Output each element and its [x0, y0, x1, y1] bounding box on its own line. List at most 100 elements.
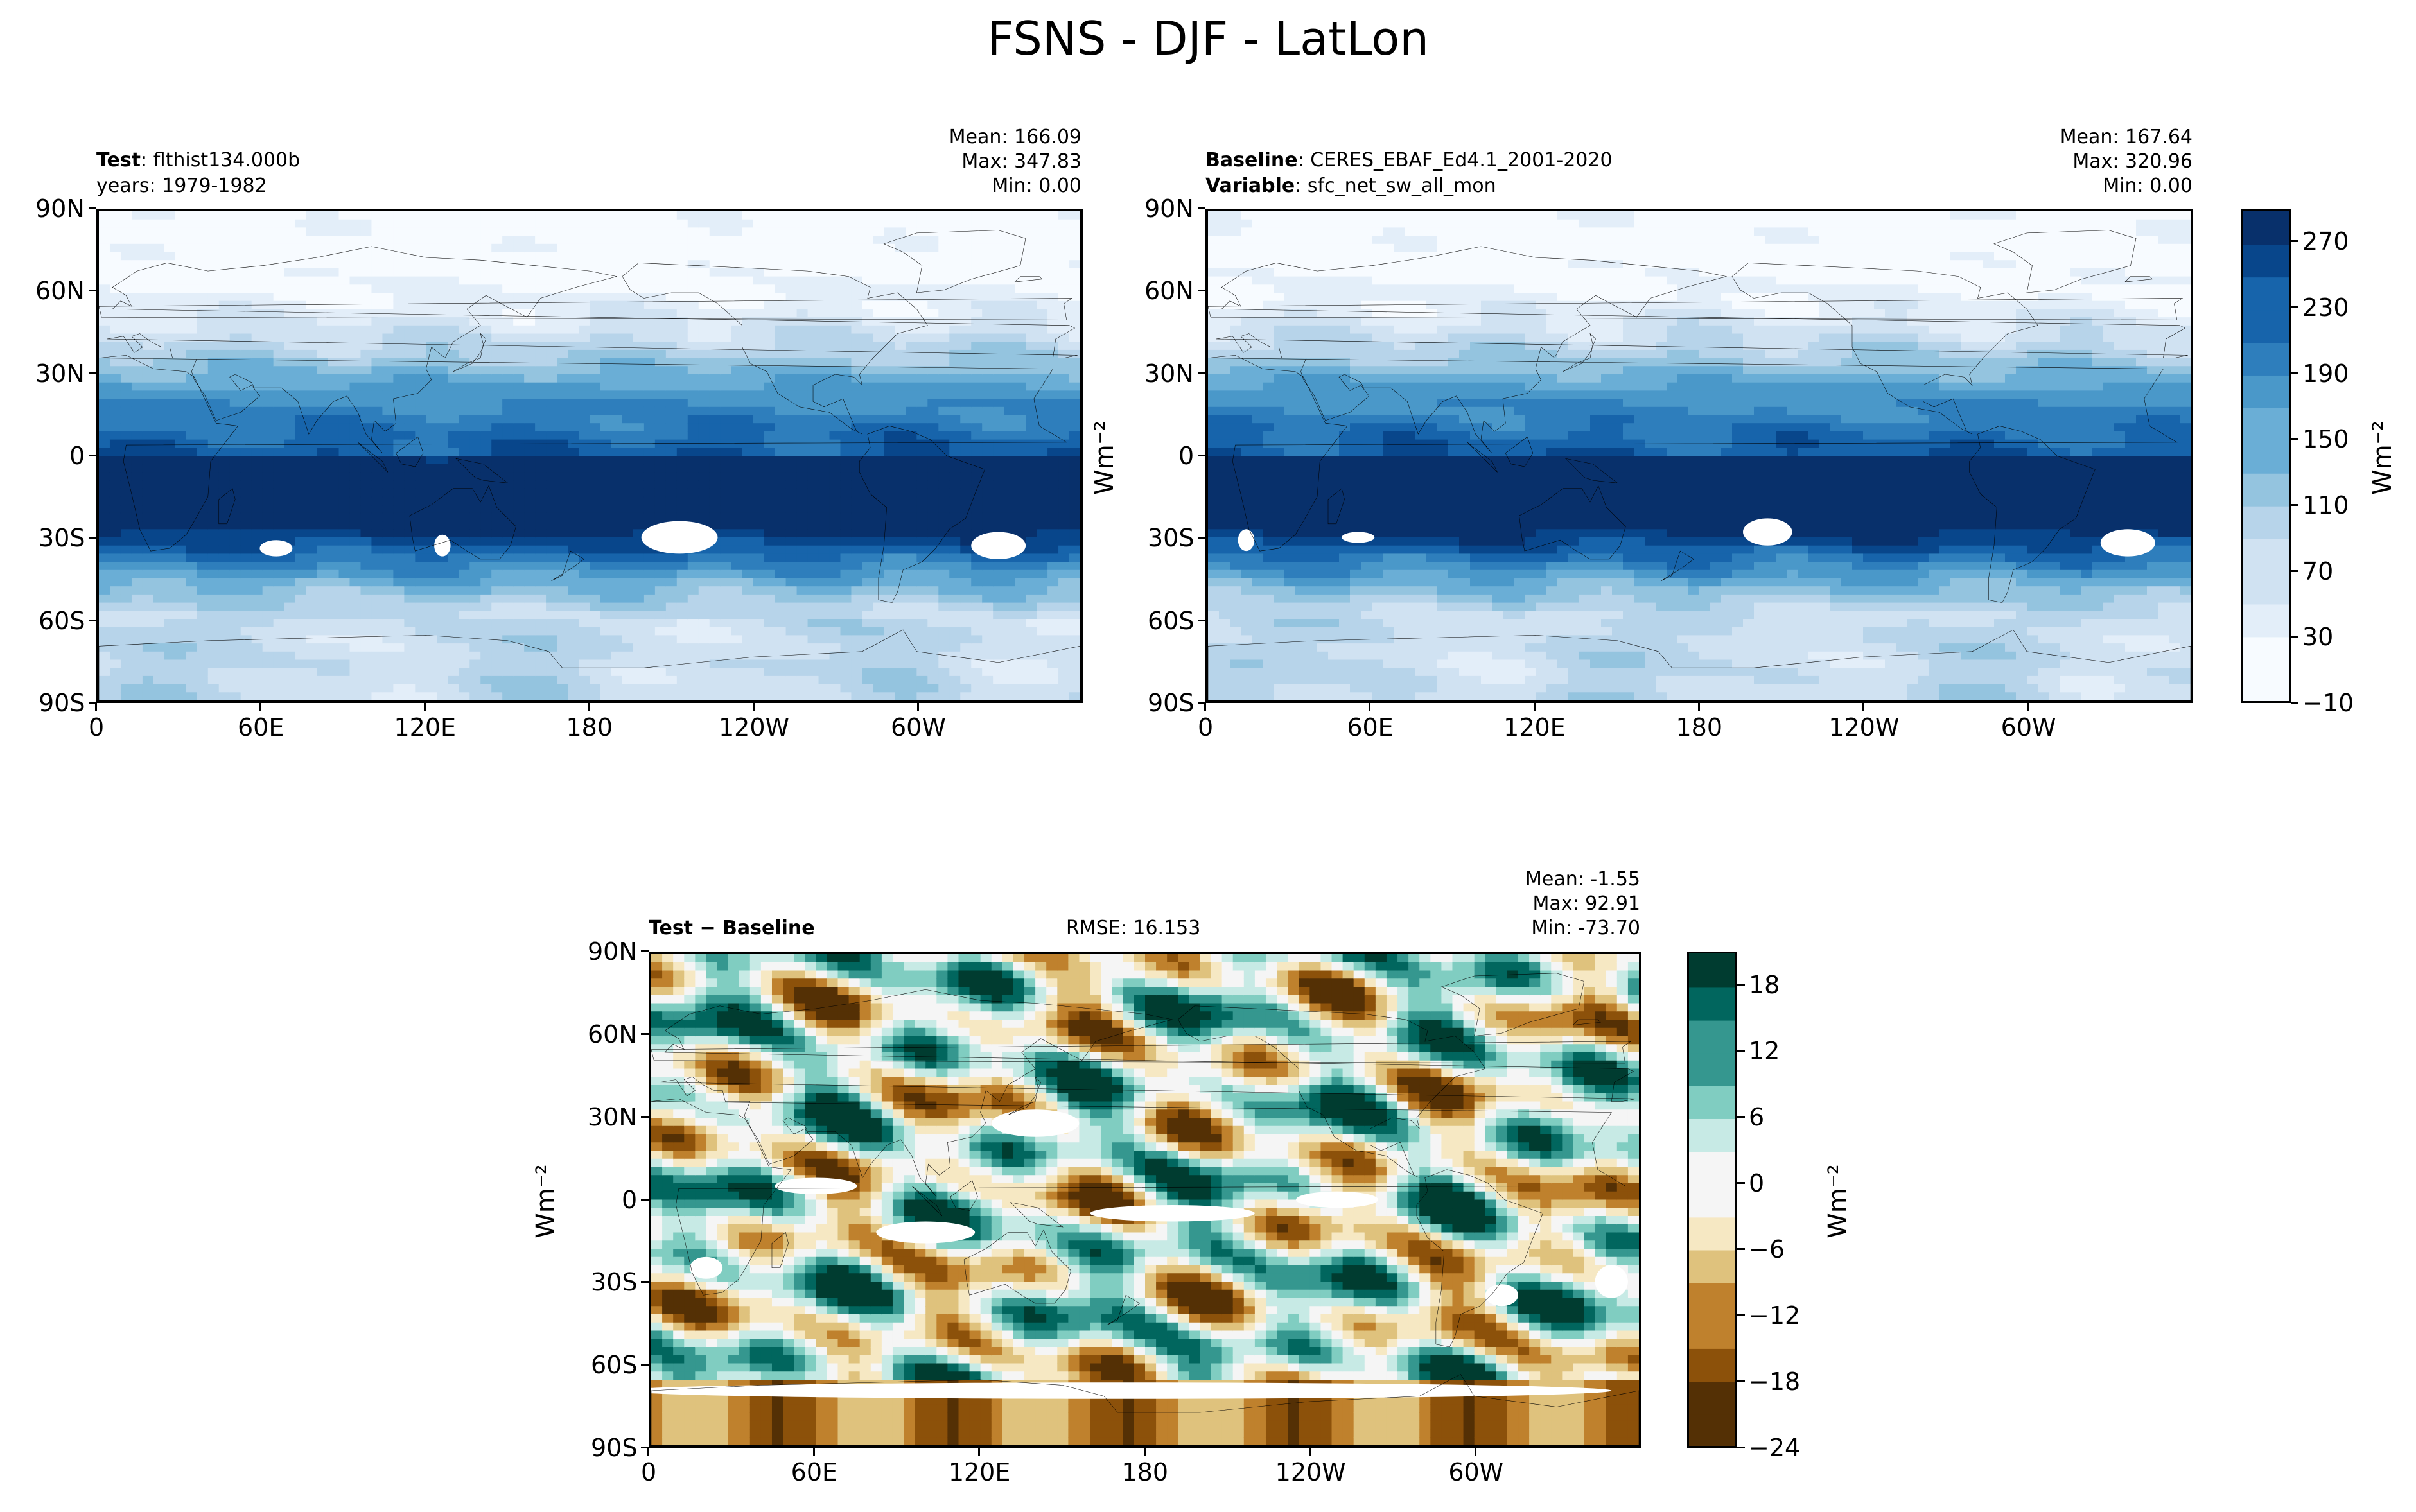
colorbar-band: [2243, 505, 2289, 539]
colorbar-tick-label: 70: [2302, 557, 2334, 586]
coastline-southamerica: [859, 426, 985, 602]
baseline-map: [1205, 209, 2193, 703]
y-tick-mark: [1198, 619, 1205, 621]
missing-data-region: [971, 532, 1026, 559]
missing-data-region: [1743, 518, 1792, 546]
x-tick-mark: [1862, 703, 1865, 711]
x-tick-mark: [1475, 1448, 1477, 1456]
x-tick-label: 120E: [948, 1458, 1011, 1486]
coastline-uk: [1208, 298, 2182, 320]
diff-colorbar-label: Wm⁻²: [1823, 1164, 1853, 1238]
coastline-australia: [964, 1230, 1071, 1303]
colorbar-tick-mark: [1737, 1049, 1745, 1052]
y-tick-mark: [89, 702, 96, 704]
y-tick-mark: [1198, 372, 1205, 374]
baseline-max: Max: 320.96: [2072, 150, 2193, 173]
y-tick-mark: [641, 1198, 649, 1201]
x-tick-mark: [753, 703, 755, 711]
y-tick-label: 90S: [591, 1434, 638, 1462]
map-plot-area: [651, 954, 1639, 1445]
coastline-australia: [410, 486, 516, 559]
missing-data-region: [641, 521, 718, 554]
colorbar-tick-label: 230: [2302, 293, 2349, 322]
colorbar-band: [2243, 211, 2289, 245]
baseline-variable-value: sfc_net_sw_all_mon: [1307, 175, 1496, 197]
y-tick-mark: [1198, 455, 1205, 456]
y-tick-mark: [641, 950, 649, 952]
y-tick-mark: [89, 455, 96, 456]
test-years: years: 1979-1982: [96, 175, 267, 197]
x-tick-label: 0: [1198, 713, 1214, 742]
test-label: Test: flthist134.000b: [96, 149, 300, 171]
colorbar-tick-mark: [2291, 240, 2298, 243]
y-tick-label: 0: [69, 442, 85, 470]
coastline-sumatra: [912, 1186, 942, 1216]
test-min: Min: 0.00: [992, 175, 1081, 197]
diff-max: Max: 92.91: [1532, 892, 1640, 915]
colorbar-band: [2243, 243, 2289, 278]
baseline-variable-key: Variable: [1205, 175, 1295, 197]
colorbar-tick-label: 30: [2302, 623, 2334, 652]
test-label-sep: :: [141, 149, 153, 171]
x-tick-label: 180: [1121, 1458, 1169, 1486]
colorbar-band: [1689, 1183, 1735, 1218]
x-tick-mark: [95, 703, 97, 711]
top-colorbar: [2241, 209, 2291, 703]
colorbar-band: [2243, 341, 2289, 376]
baseline-mean: Mean: 167.64: [2060, 126, 2193, 148]
coastline-japan: [1008, 1077, 1040, 1115]
coastline-japan: [453, 334, 486, 372]
coastline-madagascar: [1328, 489, 1345, 524]
colorbar-band: [1689, 1150, 1735, 1185]
coastline-uk: [651, 1041, 1631, 1063]
colorbar-tick-mark: [2291, 306, 2298, 308]
missing-data-region: [876, 1221, 976, 1244]
colorbar-tick-label: 110: [2302, 491, 2349, 519]
colorbar-band: [2243, 275, 2289, 311]
x-tick-label: 0: [641, 1458, 657, 1486]
y-tick-mark: [89, 290, 96, 292]
y-tick-label: 90S: [1148, 689, 1195, 717]
y-tick-label: 30N: [1144, 359, 1194, 388]
y-tick-mark: [641, 1281, 649, 1283]
y-tick-mark: [641, 1032, 649, 1035]
x-tick-label: 120W: [719, 713, 790, 742]
coastline-northamerica: [622, 263, 927, 434]
coastline-antarctica: [1208, 630, 2191, 700]
x-tick-label: 60E: [238, 713, 284, 742]
colorbar-gradient: [2243, 211, 2289, 701]
coastline-africa: [99, 355, 1067, 551]
colorbar-tick-label: 150: [2302, 425, 2349, 454]
colorbar-band: [1689, 1084, 1735, 1119]
coastline-eurasia: [660, 989, 1636, 1197]
coastline-antarctica: [651, 1375, 1639, 1446]
coastline-newguinea: [456, 458, 508, 483]
y-tick-label: 0: [622, 1185, 638, 1214]
y-tick-label: 90N: [588, 937, 637, 966]
baseline-variable: Variable: sfc_net_sw_all_mon: [1205, 175, 1496, 197]
coastline-nz: [1107, 1295, 1139, 1325]
colorbar-tick-label: 12: [1749, 1036, 1780, 1065]
test-label-key: Test: [96, 149, 141, 171]
coastline-madagascar: [772, 1233, 789, 1268]
coastline-southamerica: [1970, 426, 2096, 602]
colorbar-tick-mark: [2291, 438, 2298, 440]
colorbar-tick-mark: [1737, 1247, 1745, 1250]
x-tick-label: 60E: [1347, 713, 1394, 742]
x-tick-label: 60W: [1448, 1458, 1504, 1486]
y-tick-label: 0: [1178, 442, 1195, 470]
coastline-uk: [99, 298, 1072, 320]
coastline-borneo: [950, 1181, 978, 1211]
coastline-borneo: [396, 437, 423, 467]
missing-data-region: [259, 540, 293, 557]
diff-rmse: RMSE: 16.153: [1066, 917, 1201, 939]
missing-data-region: [2100, 529, 2155, 557]
coastline-newguinea: [1011, 1203, 1063, 1227]
baseline-variable-sep: :: [1295, 175, 1308, 197]
y-tick-label: 60S: [1148, 606, 1195, 635]
y-tick-label: 90N: [35, 195, 85, 223]
y-tick-mark: [641, 1115, 649, 1118]
coastline-greenland: [1994, 230, 2136, 293]
colorbar-band: [2243, 636, 2289, 670]
